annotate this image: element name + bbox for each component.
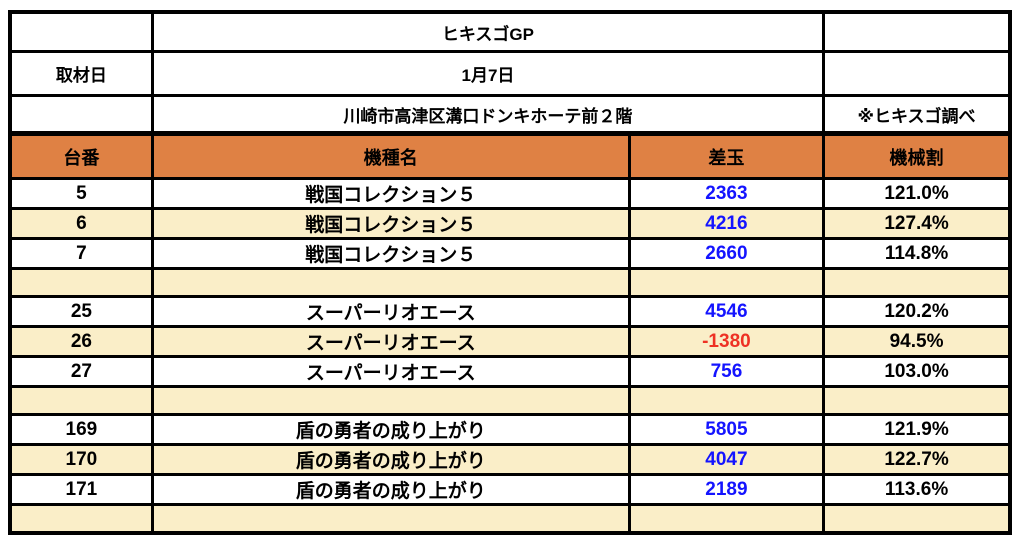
top-right-empty-cell <box>822 10 1012 53</box>
dai-number-cell: 171 <box>8 473 154 506</box>
table-row: 25 スーパーリオエース 4546 120.2% <box>8 295 1012 328</box>
table-row <box>8 267 1012 298</box>
rate-cell: 120.2% <box>822 295 1012 328</box>
diff-value-cell: 756 <box>627 355 826 388</box>
table-row: 5 戦国コレクション５ 2363 121.0% <box>8 177 1012 210</box>
rate-cell <box>822 503 1012 535</box>
dai-number-cell <box>8 503 154 535</box>
model-name-cell: 戦国コレクション５ <box>150 207 631 240</box>
table-row: 27 スーパーリオエース 756 103.0% <box>8 355 1012 388</box>
model-name-cell <box>150 267 631 298</box>
dai-number-cell: 5 <box>8 177 154 210</box>
rate-cell: 103.0% <box>822 355 1012 388</box>
diff-value-cell: 4047 <box>627 443 826 476</box>
model-name-cell: スーパーリオエース <box>150 355 631 388</box>
rate-cell: 94.5% <box>822 325 1012 358</box>
model-name-cell <box>150 385 631 416</box>
header-dai-number: 台番 <box>8 132 154 180</box>
table-row <box>8 503 1012 535</box>
table-row: 6 戦国コレクション５ 4216 127.4% <box>8 207 1012 240</box>
dai-number-cell: 170 <box>8 443 154 476</box>
dai-number-cell: 26 <box>8 325 154 358</box>
model-name-cell: 盾の勇者の成り上がり <box>150 443 631 476</box>
diff-value-cell: 2189 <box>627 473 826 506</box>
dai-number-cell: 6 <box>8 207 154 240</box>
rate-cell: 114.8% <box>822 237 1012 270</box>
table-row: 26 スーパーリオエース -1380 94.5% <box>8 325 1012 358</box>
date-row: 取材日 1月7日 <box>8 50 1012 97</box>
dai-number-cell: 7 <box>8 237 154 270</box>
source-note: ※ヒキスゴ調べ <box>822 94 1012 136</box>
top-left-empty-cell <box>8 10 154 53</box>
top-right-empty-cell-2 <box>822 50 1012 97</box>
diff-value-cell: 4546 <box>627 295 826 328</box>
model-name-cell: 盾の勇者の成り上がり <box>150 413 631 446</box>
header-payout-rate: 機械割 <box>822 132 1012 180</box>
model-name-cell: 戦国コレクション５ <box>150 237 631 270</box>
data-rows: 5 戦国コレクション５ 2363 121.0% 6 戦国コレクション５ 4216 127.4%… <box>8 177 1012 535</box>
dai-number-cell <box>8 385 154 416</box>
event-title: ヒキスゴGP <box>150 10 826 53</box>
date-label: 取材日 <box>8 50 154 97</box>
table-row: 171 盾の勇者の成り上がり 2189 113.6% <box>8 473 1012 506</box>
bottom-left-empty-cell <box>8 94 154 136</box>
diff-value-cell: 2363 <box>627 177 826 210</box>
dai-number-cell: 25 <box>8 295 154 328</box>
dai-number-cell: 27 <box>8 355 154 388</box>
location-text: 川崎市高津区溝口ドンキホーテ前２階 <box>150 94 826 136</box>
rate-cell <box>822 267 1012 298</box>
diff-value-cell: 2660 <box>627 237 826 270</box>
rate-cell <box>822 385 1012 416</box>
header-model-name: 機種名 <box>150 132 631 180</box>
title-row: ヒキスゴGP <box>8 10 1012 53</box>
dai-number-cell: 169 <box>8 413 154 446</box>
diff-value-cell: 4216 <box>627 207 826 240</box>
table-row <box>8 385 1012 416</box>
table-row: 7 戦国コレクション５ 2660 114.8% <box>8 237 1012 270</box>
rate-cell: 113.6% <box>822 473 1012 506</box>
diff-value-cell <box>627 385 826 416</box>
model-name-cell: スーパーリオエース <box>150 295 631 328</box>
results-table: ヒキスゴGP 取材日 1月7日 川崎市高津区溝口ドンキホーテ前２階 ※ヒキスゴ調… <box>8 10 1012 535</box>
diff-value-cell: -1380 <box>627 325 826 358</box>
date-value: 1月7日 <box>150 50 826 97</box>
model-name-cell: 盾の勇者の成り上がり <box>150 473 631 506</box>
model-name-cell: スーパーリオエース <box>150 325 631 358</box>
rate-cell: 121.0% <box>822 177 1012 210</box>
header-diff-balls: 差玉 <box>627 132 826 180</box>
diff-value-cell <box>627 503 826 535</box>
model-name-cell <box>150 503 631 535</box>
column-header-row: 台番 機種名 差玉 機械割 <box>8 132 1012 180</box>
table-row: 170 盾の勇者の成り上がり 4047 122.7% <box>8 443 1012 476</box>
dai-number-cell <box>8 267 154 298</box>
location-row: 川崎市高津区溝口ドンキホーテ前２階 ※ヒキスゴ調べ <box>8 94 1012 136</box>
table-row: 169 盾の勇者の成り上がり 5805 121.9% <box>8 413 1012 446</box>
model-name-cell: 戦国コレクション５ <box>150 177 631 210</box>
diff-value-cell <box>627 267 826 298</box>
rate-cell: 127.4% <box>822 207 1012 240</box>
rate-cell: 122.7% <box>822 443 1012 476</box>
rate-cell: 121.9% <box>822 413 1012 446</box>
results-sheet: ヒキスゴGP 取材日 1月7日 川崎市高津区溝口ドンキホーテ前２階 ※ヒキスゴ調… <box>8 10 1012 535</box>
diff-value-cell: 5805 <box>627 413 826 446</box>
